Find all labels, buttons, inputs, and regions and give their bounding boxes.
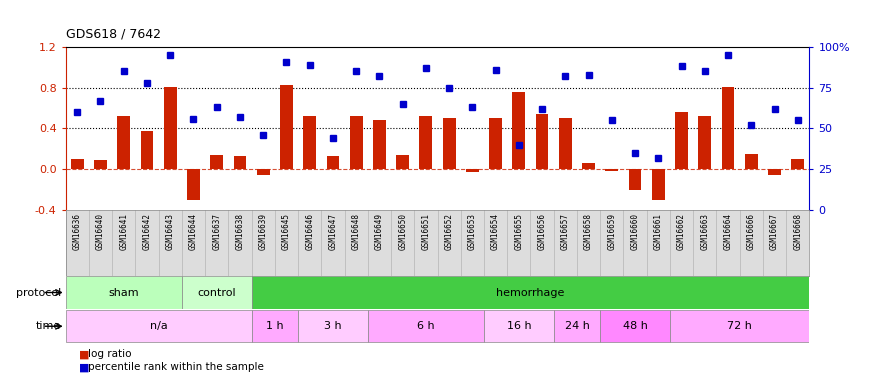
Text: GDS618 / 7642: GDS618 / 7642 (66, 27, 161, 40)
Bar (559, 118, 571, 169)
Text: GSM16668: GSM16668 (794, 213, 802, 250)
Text: GSM16659: GSM16659 (607, 213, 616, 250)
Text: GSM16663: GSM16663 (700, 213, 710, 250)
Bar (554, 310, 600, 342)
Bar (304, 116, 316, 169)
Bar (489, 118, 502, 169)
Bar (791, 159, 804, 169)
Bar (256, 169, 270, 176)
Text: percentile rank within the sample: percentile rank within the sample (88, 363, 263, 372)
Bar (698, 116, 711, 169)
Text: hemorrhage: hemorrhage (496, 288, 564, 297)
Bar (141, 132, 153, 169)
Bar (600, 310, 670, 342)
Bar (606, 169, 619, 171)
Text: GSM16651: GSM16651 (422, 213, 430, 250)
Text: GSM16636: GSM16636 (73, 213, 81, 250)
Text: time: time (36, 321, 61, 331)
Text: 24 h: 24 h (564, 321, 590, 331)
Text: ■: ■ (79, 350, 89, 359)
Text: 72 h: 72 h (727, 321, 752, 331)
Text: GSM16643: GSM16643 (165, 213, 175, 250)
Bar (66, 310, 252, 342)
Text: GSM16660: GSM16660 (631, 213, 640, 250)
Text: 3 h: 3 h (324, 321, 342, 331)
Bar (582, 163, 595, 169)
Bar (234, 156, 247, 169)
Text: GSM16662: GSM16662 (677, 213, 686, 250)
Text: GSM16650: GSM16650 (398, 213, 407, 250)
Text: 1 h: 1 h (266, 321, 284, 331)
Text: GSM16652: GSM16652 (444, 213, 453, 250)
Text: GSM16654: GSM16654 (491, 213, 500, 250)
Bar (443, 118, 456, 169)
Text: 6 h: 6 h (417, 321, 435, 331)
Bar (280, 85, 293, 169)
Bar (94, 160, 107, 169)
Text: GSM16647: GSM16647 (328, 213, 338, 250)
Bar (396, 155, 409, 169)
Bar (484, 310, 554, 342)
Bar (182, 276, 252, 309)
Text: n/a: n/a (150, 321, 167, 331)
Bar (210, 155, 223, 169)
Text: GSM16661: GSM16661 (654, 213, 662, 250)
Bar (350, 116, 362, 169)
Text: GSM16655: GSM16655 (514, 213, 523, 250)
Text: GSM16638: GSM16638 (235, 213, 244, 250)
Bar (117, 116, 130, 169)
Bar (419, 116, 432, 169)
Text: protocol: protocol (16, 288, 61, 297)
Bar (252, 310, 298, 342)
Text: GSM16666: GSM16666 (746, 213, 756, 250)
Text: GSM16642: GSM16642 (143, 213, 151, 250)
Bar (676, 112, 688, 169)
Text: GSM16641: GSM16641 (119, 213, 129, 250)
Text: GSM16667: GSM16667 (770, 213, 779, 250)
Text: GSM16649: GSM16649 (374, 213, 384, 250)
Bar (71, 159, 84, 169)
Text: 16 h: 16 h (507, 321, 531, 331)
Text: GSM16640: GSM16640 (96, 213, 105, 250)
Bar (670, 310, 809, 342)
Bar (652, 169, 665, 200)
Text: sham: sham (108, 288, 139, 297)
Bar (628, 169, 641, 190)
Text: GSM16644: GSM16644 (189, 213, 198, 250)
Bar (368, 310, 484, 342)
Text: GSM16658: GSM16658 (584, 213, 593, 250)
Text: GSM16645: GSM16645 (282, 213, 290, 250)
Bar (298, 310, 367, 342)
Text: GSM16648: GSM16648 (352, 213, 360, 250)
Text: ■: ■ (79, 363, 89, 372)
Text: GSM16646: GSM16646 (305, 213, 314, 250)
Bar (536, 114, 549, 169)
Text: GSM16639: GSM16639 (259, 213, 268, 250)
Bar (66, 276, 182, 309)
Bar (745, 154, 758, 169)
Bar (187, 169, 200, 200)
Bar (326, 156, 340, 169)
Bar (252, 276, 809, 309)
Text: control: control (198, 288, 236, 297)
Text: GSM16664: GSM16664 (724, 213, 732, 250)
Text: GSM16637: GSM16637 (213, 213, 221, 250)
Text: GSM16653: GSM16653 (468, 213, 477, 250)
Text: GSM16656: GSM16656 (537, 213, 547, 250)
Bar (768, 169, 780, 176)
Text: log ratio: log ratio (88, 350, 131, 359)
Bar (466, 169, 479, 172)
Bar (164, 87, 177, 169)
Bar (722, 87, 734, 169)
Text: GSM16657: GSM16657 (561, 213, 570, 250)
Text: 48 h: 48 h (623, 321, 648, 331)
Bar (373, 120, 386, 169)
Bar (513, 92, 525, 169)
